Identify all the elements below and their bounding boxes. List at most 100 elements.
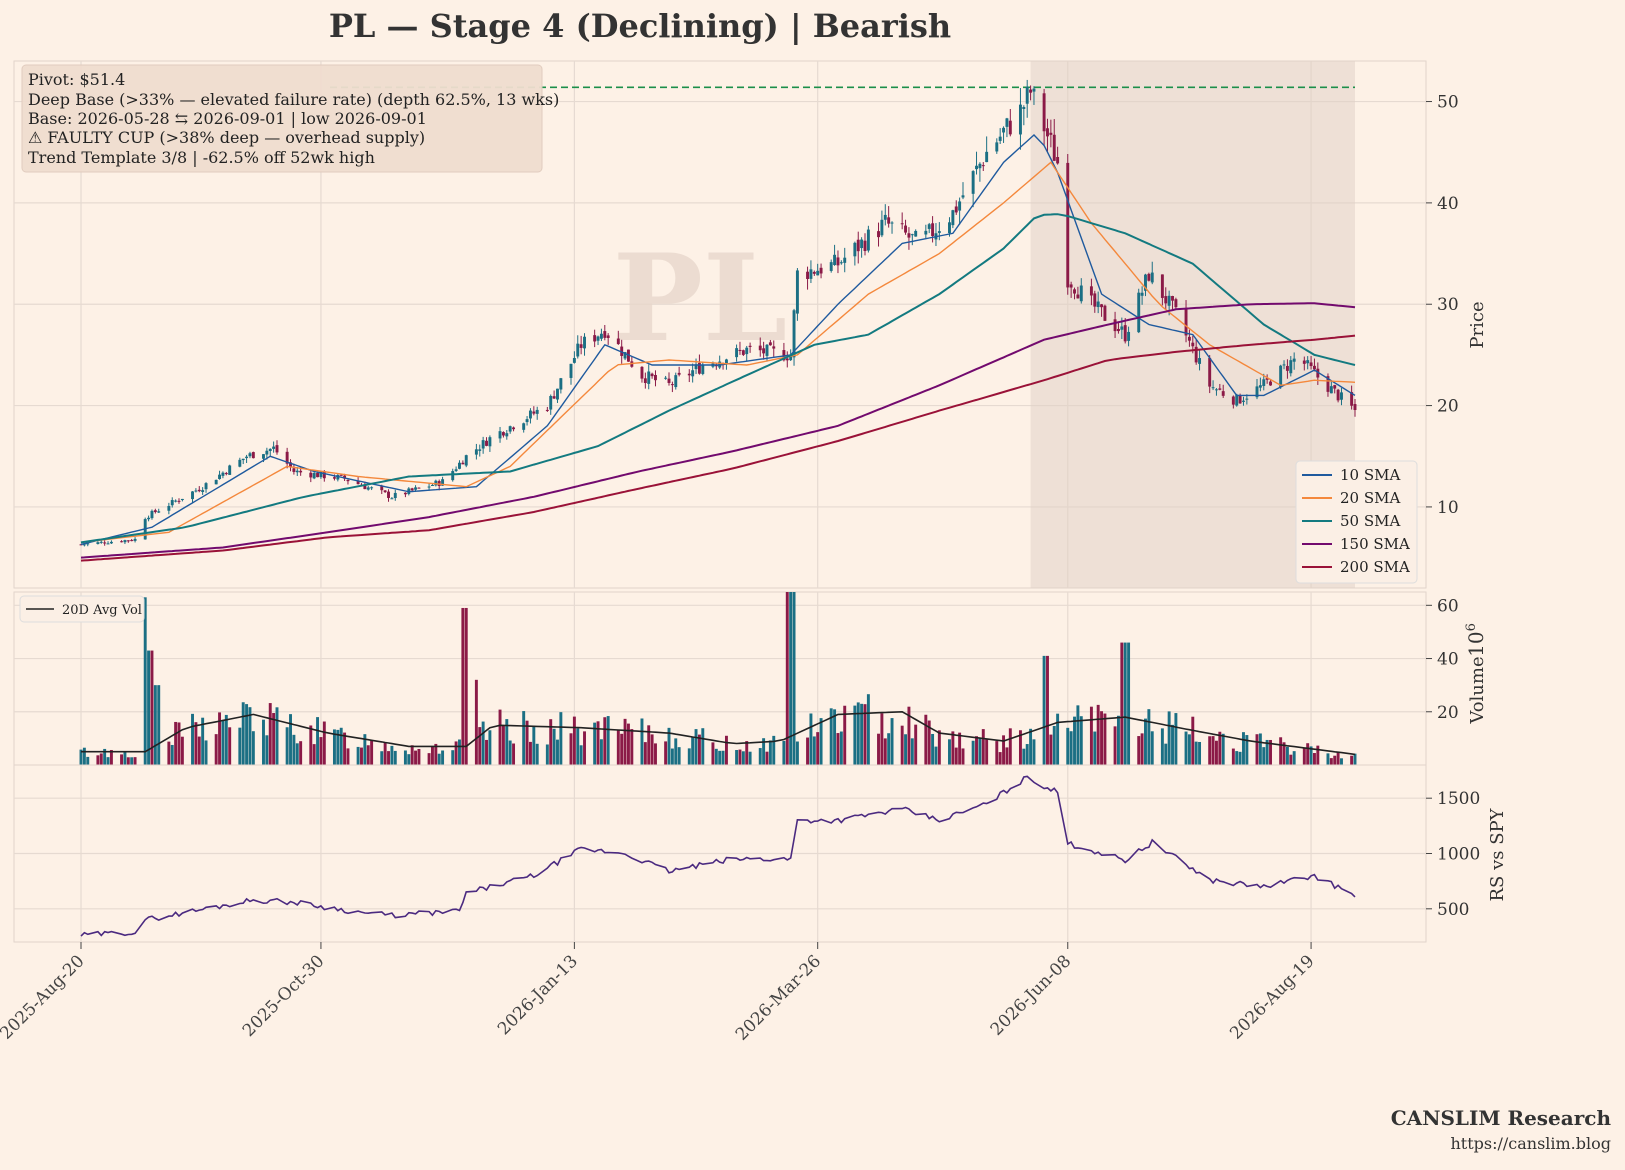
candle-body [1174, 299, 1178, 308]
candle-body [860, 239, 864, 249]
candle-body [167, 505, 171, 511]
volume-bar [275, 707, 279, 765]
volume-bar [1002, 735, 1006, 765]
volume-bar [481, 721, 485, 765]
candle-body [1262, 379, 1266, 386]
candle-body [191, 491, 194, 500]
candle-body [559, 378, 563, 390]
candle-body [1255, 386, 1259, 398]
candle-body [478, 449, 482, 451]
volume-bar [863, 704, 867, 765]
volume-bar [829, 708, 833, 765]
candle-body [738, 349, 742, 351]
rs-panel: 500 1000 1500 RS vs SPY [13, 764, 1508, 943]
volume-bar [1127, 642, 1131, 765]
volume-bar [309, 725, 313, 765]
candle-body [1022, 107, 1026, 109]
sma-legend-label: 200 SMA [1340, 558, 1410, 576]
volume-bar [937, 730, 941, 765]
candle-body [522, 423, 526, 430]
candle-body [268, 448, 272, 451]
candle-body [569, 363, 573, 378]
volume-bar [1164, 743, 1168, 765]
candle-body [701, 365, 705, 374]
volume-bar [836, 733, 840, 765]
candle-body [806, 271, 810, 279]
candle-body [343, 475, 347, 479]
candle-body [1285, 365, 1289, 371]
volume-bar [772, 735, 776, 765]
candle-body [1056, 156, 1060, 164]
volume-bar [1032, 739, 1036, 765]
volume-bar [332, 729, 336, 765]
candle-body [579, 344, 583, 348]
candle-body [272, 446, 276, 449]
candle-body [82, 544, 86, 546]
volume-bar [640, 718, 644, 765]
candle-body [1103, 305, 1107, 321]
sma-lines [80, 134, 1356, 562]
volume-bar [224, 714, 228, 765]
volume-bar [1116, 715, 1120, 765]
candle-body [525, 419, 529, 423]
volume-bar [904, 734, 908, 765]
volume-bar [197, 736, 201, 765]
candle-body [910, 234, 914, 236]
candle-body [1100, 304, 1104, 308]
candle-body [265, 450, 269, 455]
volume-bar [630, 729, 634, 765]
volume-bar [251, 731, 255, 765]
volume-bar [701, 728, 705, 765]
volume-bar [998, 752, 1002, 765]
volume-bar [458, 739, 461, 765]
brand-url[interactable]: https://canslim.blog [1450, 1134, 1611, 1153]
volume-bar [1279, 737, 1283, 765]
volume-bar [914, 724, 918, 765]
candle-body [461, 462, 465, 465]
candle-body [1171, 296, 1174, 301]
volume-bar [218, 712, 222, 765]
candle-body [387, 491, 390, 498]
candle-body [981, 165, 985, 167]
candle-body [1137, 292, 1141, 333]
volume-bar [1329, 758, 1333, 765]
volume-bar [485, 739, 488, 765]
volume-bar [1333, 755, 1337, 765]
volume-bar [1309, 746, 1313, 765]
price-panel: PL 10 20 30 40 50 Price Pivot: $51.4 Deep Ba… [13, 60, 1488, 589]
volume-bar [954, 747, 958, 765]
candle-body [829, 262, 833, 271]
candle-body [907, 233, 911, 238]
candle-body [204, 483, 208, 490]
sma-legend-label: 150 SMA [1340, 535, 1410, 553]
volume-bar [1123, 642, 1127, 765]
rs-tick-label: 500 [1437, 900, 1469, 920]
candle-body [1052, 134, 1056, 161]
volume-bar [1076, 705, 1080, 765]
candle-body [866, 229, 870, 251]
candle-body [1032, 88, 1036, 92]
candle-body [1353, 404, 1357, 411]
volume-bar [1198, 741, 1202, 765]
candle-body [768, 342, 772, 346]
volume-bar [505, 719, 509, 765]
volume-bar [664, 741, 668, 765]
volume-bar [1269, 739, 1272, 765]
candle-body [245, 456, 249, 459]
date-tick-label: 2025-Aug-20 [0, 951, 89, 1043]
brand-name: CANSLIM Research [1390, 1106, 1611, 1130]
volume-bar [343, 732, 347, 765]
sma-legend-box [1295, 460, 1418, 584]
date-tick-label: 2026-Aug-19 [1226, 951, 1318, 1043]
volume-bar [228, 727, 232, 765]
volume-tick-label: 60 [1437, 596, 1459, 616]
candle-body [741, 350, 745, 355]
volume-bar [1282, 742, 1286, 765]
candle-body [1198, 358, 1202, 364]
candle-body [1096, 301, 1100, 308]
candle-body [1046, 128, 1049, 137]
volume-bar [1052, 725, 1056, 765]
candle-body [292, 468, 296, 472]
candle-body [153, 510, 157, 513]
volume-bar [839, 731, 843, 765]
